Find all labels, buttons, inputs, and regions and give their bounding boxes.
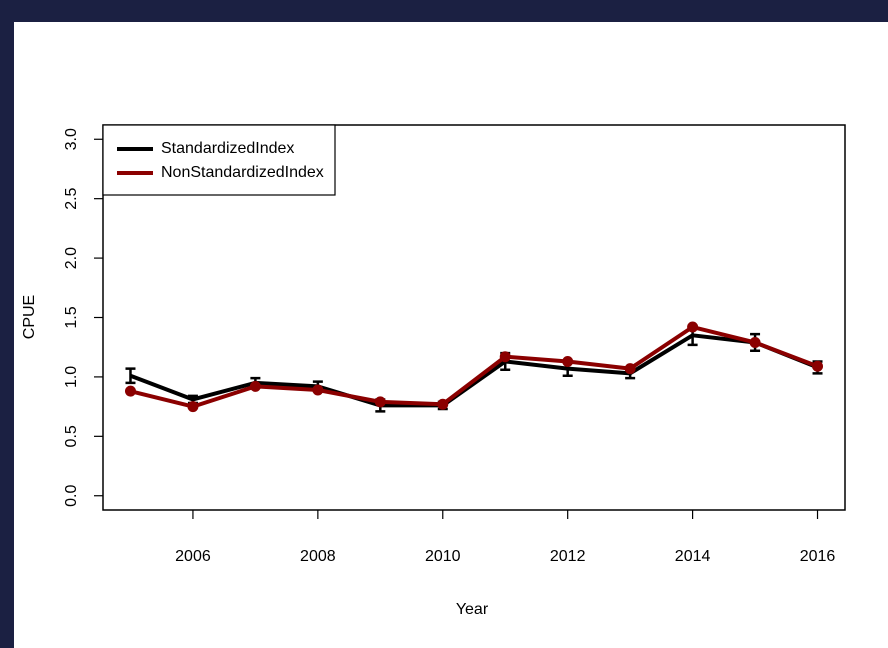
point [624,363,636,375]
legend-box [102,124,336,196]
x-tick-label: 2014 [675,548,711,565]
point [499,351,511,363]
x-tick-label: 2012 [550,548,586,565]
point [187,401,199,413]
y-tick-label: 2.5 [63,187,80,209]
point [312,384,324,396]
y-tick-label: 1.0 [63,366,80,388]
x-tick-label: 2008 [300,548,336,565]
series-line [129,333,819,408]
point [374,396,386,408]
y-tick-label: 0.0 [63,485,80,507]
x-axis-label: Year [456,601,489,618]
point [812,360,824,372]
x-tick-label: 2016 [800,548,836,565]
point [562,355,574,367]
x-tick-label: 2010 [425,548,461,565]
y-axis-label: CPUE [21,295,38,339]
error-bar [125,367,136,385]
point [687,321,699,333]
legend-label: StandardizedIndex [161,140,294,157]
y-tick-label: 0.5 [63,425,80,447]
point [749,336,761,348]
legend-label: NonStandardizedIndex [161,164,324,181]
point [437,398,449,410]
point [124,385,136,397]
series-line [130,325,819,409]
y-tick-label: 3.0 [63,128,80,150]
y-tick-label: 1.5 [63,306,80,328]
y-tick-label: 2.0 [63,247,80,269]
x-tick-label: 2006 [175,548,211,565]
point [249,380,261,392]
